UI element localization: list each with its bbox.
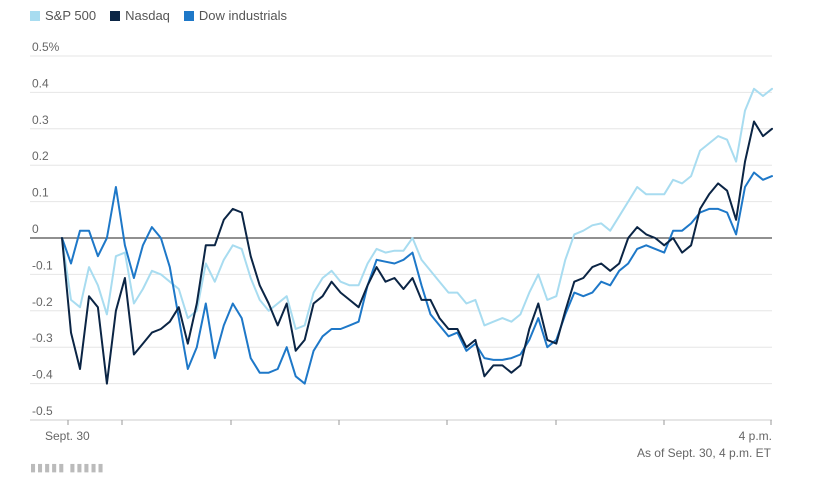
chart-note: As of Sept. 30, 4 p.m. ET (636, 446, 771, 460)
y-tick-label: -0.1 (32, 258, 53, 272)
y-tick-label: -0.2 (32, 295, 53, 309)
legend-item-dow: Dow industrials (183, 8, 288, 23)
x-tick-label-end: 4 p.m. (739, 429, 772, 443)
y-tick-label: 0 (32, 222, 39, 236)
legend-swatch-dow (183, 10, 194, 21)
y-tick-label: 0.5% (32, 40, 60, 54)
legend-label-sp500: S&P 500 (45, 8, 97, 23)
source-credit-logo: ▮▮▮▮▮ ▮▮▮▮▮ (30, 462, 105, 474)
legend: S&P 500 Nasdaq Dow industrials (30, 8, 287, 23)
y-tick-label: 0.1 (32, 186, 49, 200)
y-tick-label: 0.3 (32, 113, 49, 127)
sp500-line (61, 87, 773, 330)
legend-item-sp500: S&P 500 (30, 8, 96, 23)
legend-item-nasdaq: Nasdaq (110, 8, 170, 23)
x-tick-label-start: Sept. 30 (45, 429, 90, 443)
y-tick-label: -0.4 (32, 368, 53, 382)
dow-line (61, 171, 773, 385)
legend-swatch-sp500 (30, 10, 40, 21)
y-tick-label: 0.2 (32, 149, 49, 163)
legend-label-nasdaq: Nasdaq (125, 8, 170, 23)
legend-swatch-nasdaq (110, 10, 121, 21)
legend-label-dow: Dow industrials (198, 8, 288, 23)
nasdaq-line (61, 120, 773, 385)
y-tick-label: 0.4 (32, 76, 49, 90)
y-tick-label: -0.3 (32, 331, 53, 345)
y-tick-label: -0.5 (32, 404, 53, 418)
